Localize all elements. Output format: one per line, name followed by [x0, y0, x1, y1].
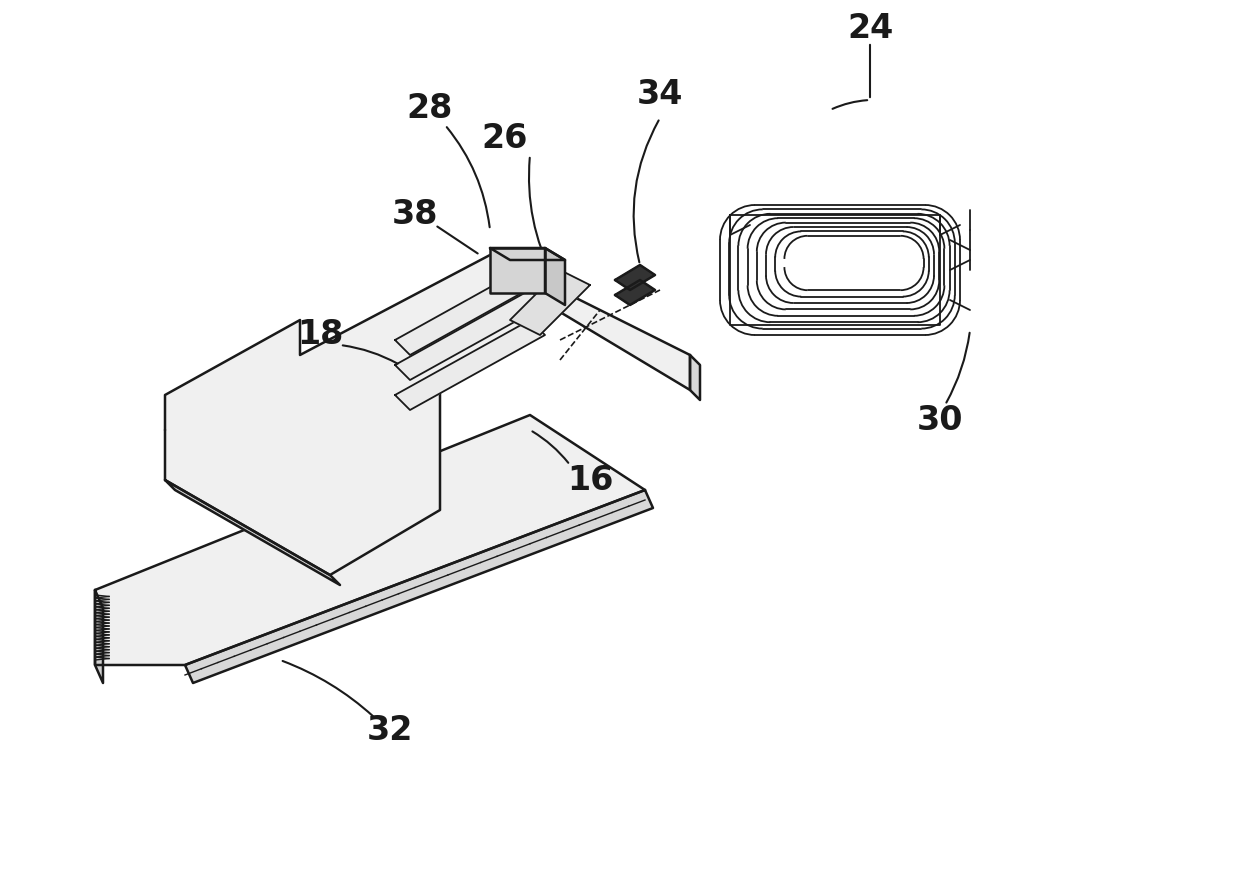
Text: 28: 28 [407, 92, 453, 125]
Polygon shape [689, 355, 701, 400]
Polygon shape [490, 248, 565, 260]
Polygon shape [396, 265, 546, 355]
Polygon shape [615, 280, 655, 305]
Polygon shape [396, 320, 546, 410]
Text: 38: 38 [392, 199, 438, 231]
Polygon shape [396, 290, 546, 380]
Text: 26: 26 [482, 122, 528, 155]
Text: 32: 32 [367, 713, 413, 746]
Polygon shape [165, 255, 689, 575]
Polygon shape [95, 415, 645, 665]
Text: 18: 18 [296, 319, 343, 351]
Polygon shape [546, 248, 565, 305]
Polygon shape [490, 248, 546, 293]
Polygon shape [185, 490, 653, 683]
Text: 24: 24 [847, 11, 893, 44]
Polygon shape [165, 480, 340, 585]
Polygon shape [95, 590, 103, 683]
Polygon shape [510, 270, 590, 335]
Text: 34: 34 [637, 79, 683, 111]
Polygon shape [615, 265, 655, 290]
Text: 16: 16 [567, 464, 614, 496]
Text: 30: 30 [916, 404, 963, 436]
